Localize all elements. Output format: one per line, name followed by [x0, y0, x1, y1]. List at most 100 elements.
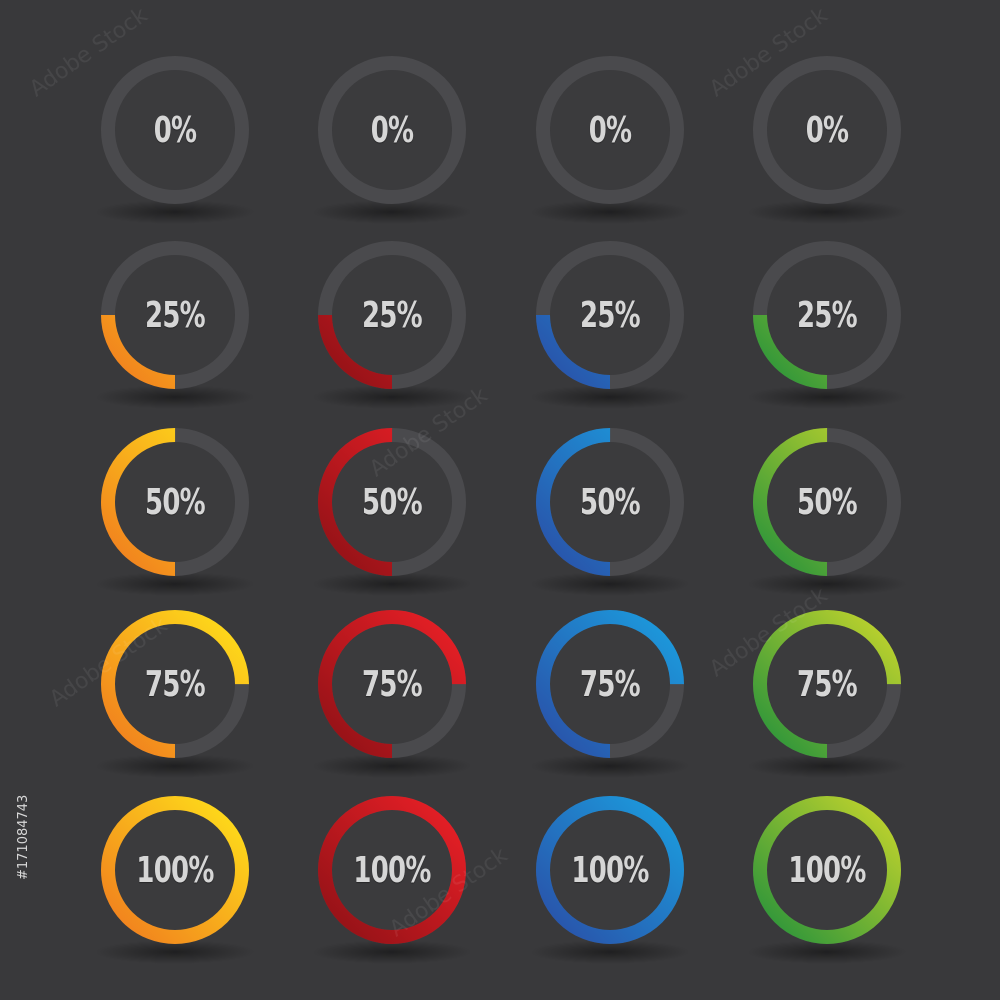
ring-shadow	[95, 940, 255, 964]
progress-ring-svg	[95, 796, 255, 964]
ring-inner-disc	[550, 624, 670, 744]
progress-ring-blue-75pct: 75%	[510, 584, 710, 784]
progress-ring-svg	[312, 241, 472, 409]
ring-inner-disc	[115, 442, 235, 562]
progress-ring-yellow-orange-25pct: 25%	[75, 215, 275, 415]
progress-arc	[536, 241, 684, 389]
ring-track	[536, 56, 684, 204]
progress-ring-svg	[530, 428, 690, 596]
ring-inner-disc	[767, 810, 887, 930]
ring-inner-disc	[332, 624, 452, 744]
progress-arc	[536, 428, 684, 576]
progress-ring-red-100pct: 100%	[292, 770, 492, 970]
progress-ring-svg	[530, 796, 690, 964]
ring-shadow	[530, 940, 690, 964]
progress-ring-red-75pct: 75%	[292, 584, 492, 784]
ring-shadow	[747, 200, 907, 224]
ring-shadow	[530, 754, 690, 778]
progress-ring-green-50pct: 50%	[727, 402, 927, 602]
ring-shadow	[530, 200, 690, 224]
progress-ring-svg	[747, 241, 907, 409]
progress-ring-red-50pct: 50%	[292, 402, 492, 602]
progress-ring-green-25pct: 25%	[727, 215, 927, 415]
progress-arc	[101, 428, 249, 576]
progress-ring-green-0pct: 0%	[727, 30, 927, 230]
ring-inner-disc	[550, 810, 670, 930]
progress-arc	[536, 796, 684, 944]
progress-arc	[753, 241, 901, 389]
ring-shadow	[95, 385, 255, 409]
ring-inner-disc	[115, 624, 235, 744]
progress-arc	[101, 610, 249, 758]
ring-inner-disc	[115, 810, 235, 930]
progress-arc	[101, 796, 249, 944]
progress-arc	[753, 610, 901, 758]
progress-ring-svg	[95, 428, 255, 596]
progress-ring-blue-50pct: 50%	[510, 402, 710, 602]
progress-ring-red-0pct: 0%	[292, 30, 492, 230]
progress-arc	[101, 241, 249, 389]
ring-shadow	[95, 572, 255, 596]
progress-arc	[318, 610, 466, 758]
ring-track	[753, 56, 901, 204]
progress-ring-svg	[530, 56, 690, 224]
progress-arc	[536, 610, 684, 758]
ring-track	[318, 56, 466, 204]
ring-shadow	[747, 754, 907, 778]
progress-arc	[753, 428, 901, 576]
progress-ring-red-25pct: 25%	[292, 215, 492, 415]
progress-ring-blue-100pct: 100%	[510, 770, 710, 970]
ring-shadow	[530, 572, 690, 596]
progress-ring-svg	[747, 428, 907, 596]
ring-shadow	[747, 385, 907, 409]
ring-inner-disc	[767, 624, 887, 744]
ring-shadow	[95, 200, 255, 224]
ring-inner-disc	[332, 442, 452, 562]
progress-ring-blue-0pct: 0%	[510, 30, 710, 230]
progress-ring-green-75pct: 75%	[727, 584, 927, 784]
ring-inner-disc	[332, 255, 452, 375]
ring-inner-disc	[332, 70, 452, 190]
progress-ring-svg	[312, 796, 472, 964]
ring-inner-disc	[767, 70, 887, 190]
progress-ring-blue-25pct: 25%	[510, 215, 710, 415]
ring-shadow	[312, 200, 472, 224]
progress-ring-svg	[747, 610, 907, 778]
progress-arc	[318, 428, 466, 576]
ring-shadow	[312, 385, 472, 409]
ring-shadow	[312, 572, 472, 596]
progress-ring-svg	[530, 610, 690, 778]
progress-ring-svg	[312, 610, 472, 778]
ring-track	[101, 56, 249, 204]
ring-inner-disc	[115, 255, 235, 375]
ring-inner-disc	[550, 442, 670, 562]
progress-ring-yellow-orange-100pct: 100%	[75, 770, 275, 970]
progress-ring-yellow-orange-50pct: 50%	[75, 402, 275, 602]
ring-shadow	[747, 940, 907, 964]
ring-inner-disc	[767, 442, 887, 562]
progress-ring-svg	[747, 56, 907, 224]
progress-arc	[318, 796, 466, 944]
progress-ring-svg	[95, 56, 255, 224]
progress-ring-svg	[530, 241, 690, 409]
ring-shadow	[747, 572, 907, 596]
progress-ring-svg	[95, 610, 255, 778]
progress-ring-yellow-orange-75pct: 75%	[75, 584, 275, 784]
ring-shadow	[312, 940, 472, 964]
progress-ring-svg	[747, 796, 907, 964]
progress-ring-green-100pct: 100%	[727, 770, 927, 970]
ring-shadow	[530, 385, 690, 409]
progress-ring-svg	[312, 56, 472, 224]
ring-inner-disc	[550, 255, 670, 375]
stock-id-label: #171084743	[16, 794, 31, 880]
ring-inner-disc	[115, 70, 235, 190]
ring-inner-disc	[550, 70, 670, 190]
ring-inner-disc	[767, 255, 887, 375]
progress-arc	[318, 241, 466, 389]
progress-ring-yellow-orange-0pct: 0%	[75, 30, 275, 230]
progress-ring-svg	[95, 241, 255, 409]
ring-shadow	[95, 754, 255, 778]
ring-shadow	[312, 754, 472, 778]
progress-ring-svg	[312, 428, 472, 596]
